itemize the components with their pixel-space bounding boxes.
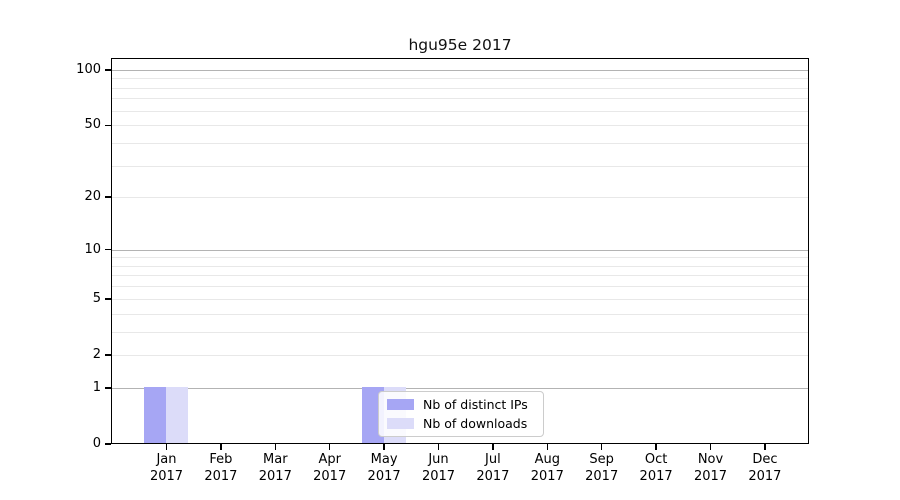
y-tick-label: 10 <box>84 241 101 257</box>
bar-downloads <box>166 387 188 444</box>
bar-distinct-ips <box>144 387 166 444</box>
legend-swatch-downloads-icon <box>387 418 414 429</box>
minor-gridline <box>112 354 808 356</box>
x-tick-year: 2017 <box>258 469 292 484</box>
x-tick-mark <box>383 444 385 450</box>
x-tick-month: Oct <box>644 452 668 467</box>
x-tick-label: Jul 2017 <box>448 451 538 485</box>
y-tick-mark <box>105 196 111 198</box>
x-tick-mark <box>655 444 657 450</box>
y-tick-label: 2 <box>92 346 101 362</box>
minor-gridline <box>112 313 808 315</box>
x-tick-year: 2017 <box>313 469 347 484</box>
y-tick-label: 0 <box>92 436 101 451</box>
minor-gridline <box>112 87 808 89</box>
x-tick-year: 2017 <box>476 469 510 484</box>
x-tick-mark <box>220 444 222 450</box>
x-tick-month: Aug <box>534 452 560 467</box>
y-tick-mark <box>105 387 111 389</box>
x-tick-label: Nov 2017 <box>666 451 756 485</box>
x-tick-month: Jul <box>485 452 501 467</box>
chart-title: hgu95e 2017 <box>408 36 512 54</box>
gridlines-layer <box>112 59 808 443</box>
x-tick-month: Feb <box>209 452 233 467</box>
minor-gridline <box>112 257 808 259</box>
x-tick-label: Oct 2017 <box>611 451 701 485</box>
major-gridline <box>112 387 808 389</box>
y-tick-label: 50 <box>84 117 101 133</box>
x-tick-mark <box>274 444 277 450</box>
x-tick-mark <box>764 444 766 450</box>
legend-item-distinct-ips: Nb of distinct IPs <box>387 397 543 412</box>
x-tick-year: 2017 <box>585 469 619 484</box>
x-tick-label: Sep 2017 <box>557 451 647 485</box>
x-tick-year: 2017 <box>149 469 184 484</box>
y-tick-mark <box>105 354 111 356</box>
x-tick-mark <box>437 444 440 450</box>
y-tick-mark <box>105 69 111 71</box>
minor-gridline <box>112 197 808 199</box>
x-tick-month: Jun <box>428 452 449 467</box>
y-tick-mark <box>105 298 111 300</box>
y-tick-mark <box>105 248 111 251</box>
x-tick-label: Mar 2017 <box>230 451 320 485</box>
minor-gridline <box>112 298 808 300</box>
legend-item-downloads: Nb of downloads <box>387 416 543 431</box>
x-tick-mark <box>492 444 494 450</box>
x-tick-label: May 2017 <box>339 451 429 485</box>
x-tick-year: 2017 <box>639 469 673 484</box>
x-tick-year: 2017 <box>367 469 401 484</box>
minor-gridline <box>112 165 808 167</box>
x-tick-month: May <box>370 452 398 467</box>
legend-label: Nb of distinct IPs <box>423 397 528 412</box>
minor-gridline <box>112 110 808 112</box>
x-tick-month: Sep <box>589 452 614 467</box>
minor-gridline <box>112 125 808 127</box>
x-tick-month: Mar <box>263 452 288 467</box>
x-tick-month: Apr <box>318 452 341 467</box>
bars-layer <box>112 59 808 444</box>
y-tick-mark <box>105 443 111 445</box>
x-tick-mark <box>546 444 549 450</box>
x-tick-label: Jun 2017 <box>394 451 484 485</box>
x-tick-label: Apr 2017 <box>285 451 375 485</box>
x-tick-label: Jan 2017 <box>122 451 212 485</box>
legend: Nb of distinct IPs Nb of downloads <box>378 391 544 437</box>
x-tick-mark <box>328 444 331 450</box>
x-tick-year: 2017 <box>204 469 238 484</box>
major-gridline <box>112 249 808 251</box>
minor-gridline <box>112 265 808 267</box>
minor-gridline <box>112 98 808 100</box>
x-tick-label: Feb 2017 <box>176 451 266 485</box>
x-tick-year: 2017 <box>530 469 564 484</box>
x-tick-label: Aug 2017 <box>502 451 592 485</box>
y-tick-label: 1 <box>92 379 101 395</box>
y-tick-label: 5 <box>92 290 101 306</box>
y-tick-mark <box>105 124 111 127</box>
minor-gridline <box>112 78 808 80</box>
legend-swatch-distinct-ips-icon <box>387 399 414 410</box>
x-tick-mark <box>165 444 168 450</box>
minor-gridline <box>112 275 808 277</box>
y-tick-label: 20 <box>84 189 101 205</box>
minor-gridline <box>112 286 808 288</box>
minor-gridline <box>112 142 808 144</box>
x-tick-month: Dec <box>752 452 778 467</box>
x-tick-label: Dec 2017 <box>720 451 810 485</box>
y-tick-label: 100 <box>76 61 101 77</box>
minor-gridline <box>112 331 808 333</box>
major-gridline <box>112 69 808 71</box>
x-tick-month: Nov <box>697 452 724 467</box>
x-tick-month: Jan <box>156 452 177 467</box>
x-tick-mark <box>709 444 712 450</box>
x-tick-mark <box>600 444 603 450</box>
x-tick-year: 2017 <box>421 469 456 484</box>
x-tick-year: 2017 <box>693 469 728 484</box>
plot-area <box>111 58 809 444</box>
x-tick-year: 2017 <box>748 469 782 484</box>
legend-label: Nb of downloads <box>423 416 528 431</box>
